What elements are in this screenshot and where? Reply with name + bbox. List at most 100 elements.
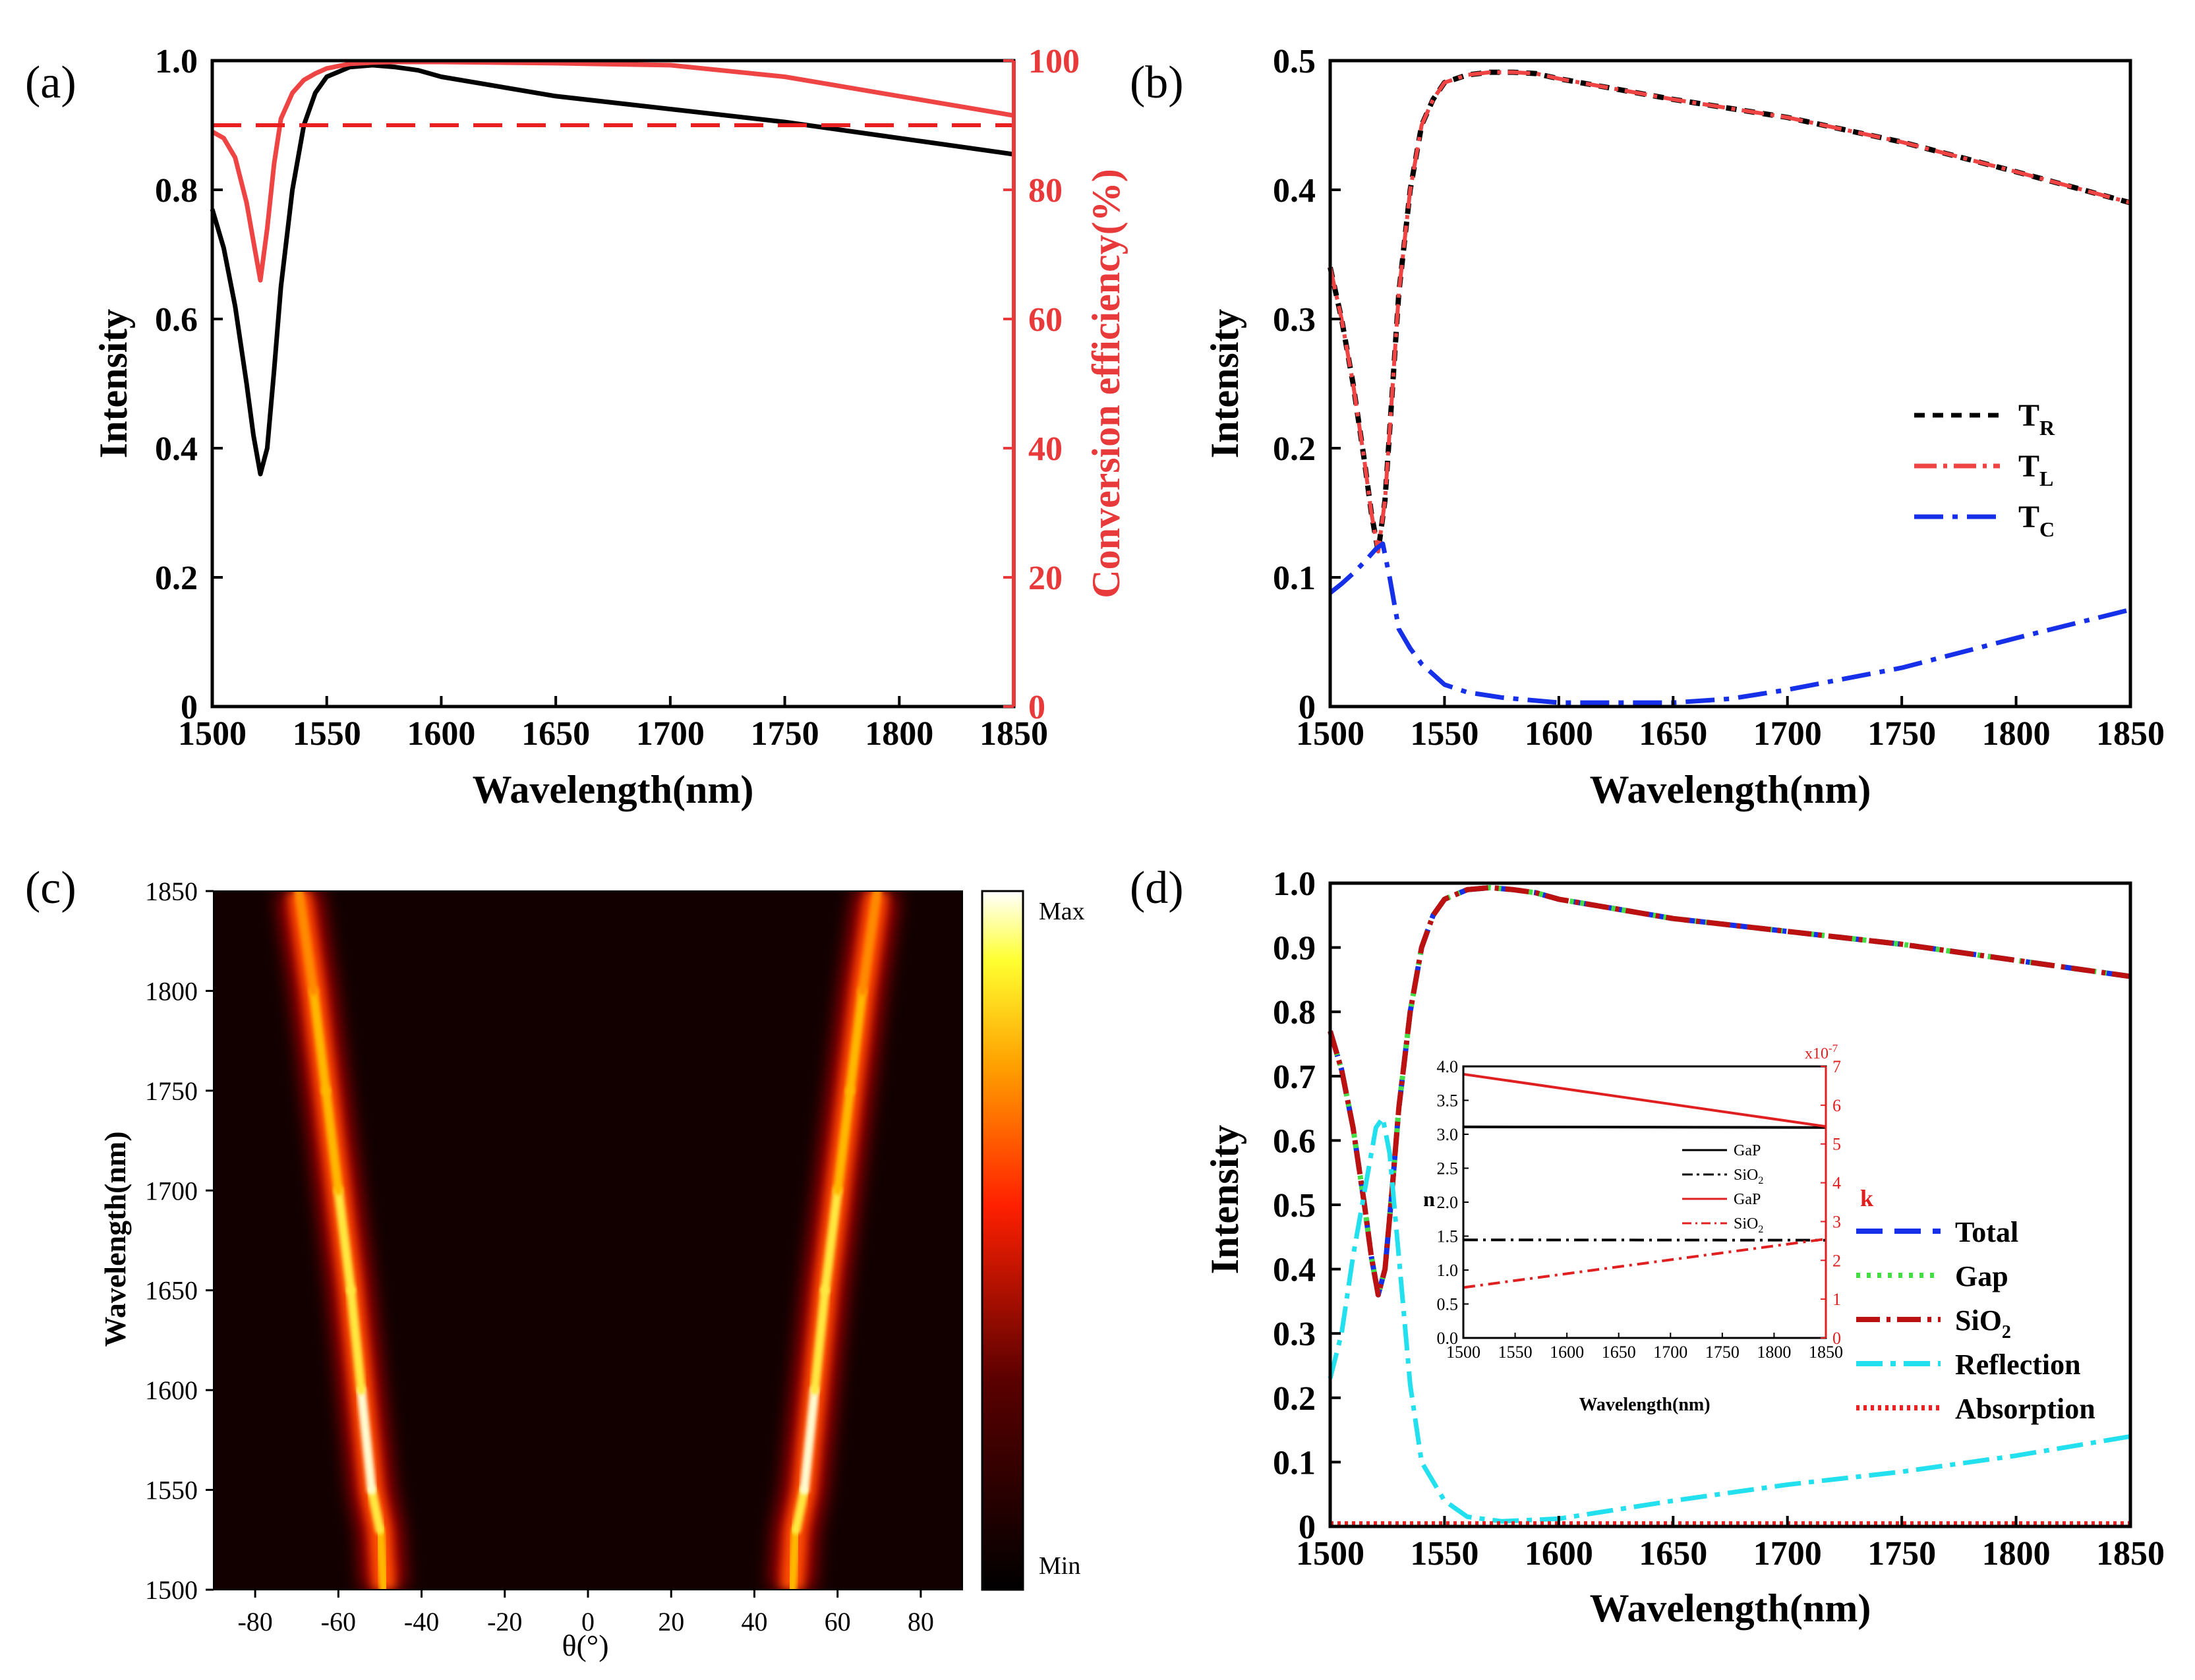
- inset-ylabel: n: [1423, 1187, 1435, 1211]
- inset-y2-multiplier: x10-7: [1805, 1042, 1838, 1062]
- panel-a-xlabel: Wavelength(nm): [473, 768, 754, 811]
- panel-a-ytick-label: 0.2: [155, 560, 198, 597]
- panel-c-xtick-label: 0: [581, 1607, 595, 1637]
- panel-b-xtick-label: 1750: [1867, 715, 1936, 753]
- panel-b-ytick-label: 0.4: [1273, 172, 1316, 210]
- panel-c-ytick-label: 1500: [145, 1575, 198, 1605]
- heatmap-band-core: [308, 986, 331, 1095]
- panel-b-legend-sub-tl: L: [2039, 467, 2053, 490]
- panel-c-ytick-label: 1600: [145, 1376, 198, 1405]
- panel-b-legend-label-tl: TL: [2018, 449, 2053, 490]
- panel-b-ylabel: Intensity: [1203, 309, 1246, 459]
- inset-xtick-label: 1700: [1653, 1343, 1687, 1362]
- inset-xtick-label: 1600: [1550, 1343, 1584, 1362]
- panel-c-xtick-label: 80: [908, 1607, 934, 1637]
- heatmap-band-core: [820, 1186, 842, 1295]
- inset-ytick-label: 3.0: [1437, 1125, 1459, 1144]
- heatmap-band-core: [833, 1086, 855, 1196]
- panel-d-ytick-label: 0: [1299, 1509, 1316, 1546]
- inset-ytick-label: 2.5: [1437, 1159, 1459, 1178]
- panel-a-ytick-label: 0: [181, 689, 198, 726]
- panel-d-legend-label-reflection: Reflection: [1955, 1348, 2081, 1381]
- panel-b-series-tl: [1328, 70, 2131, 554]
- panel-a-series-conversion-efficiency: [211, 59, 1014, 283]
- inset-y2tick-label: 3: [1832, 1212, 1841, 1231]
- panel-d-xtick-label: 1650: [1639, 1535, 1707, 1573]
- panel-c-ytick-label: 1750: [145, 1076, 198, 1106]
- panel-b-legend-label-tc: TC: [2018, 500, 2055, 541]
- inset-y2tick-label: 6: [1832, 1096, 1841, 1115]
- colorbar: [981, 890, 1024, 1591]
- panel-b-xtick-label: 1800: [1982, 715, 2051, 753]
- heatmap-band-core: [334, 1186, 356, 1295]
- panel-c-xtick-label: 40: [741, 1607, 767, 1637]
- panel-d-ytick-label: 0.3: [1273, 1316, 1316, 1353]
- panel-d-legend-label-gap: Gap: [1955, 1260, 2008, 1292]
- panel-d-legend-label-total: Total: [1955, 1216, 2018, 1248]
- inset-ytick-label: 0.0: [1437, 1329, 1459, 1348]
- inset-y2tick-label: 2: [1832, 1251, 1841, 1270]
- panel-a-y2tick-label: 20: [1028, 560, 1063, 597]
- panel-d-xtick-label: 1550: [1410, 1535, 1478, 1573]
- panel-c: (c) -80 -60 -40 -20 0 20 40 60 80 1500 1550 1600 165…: [25, 863, 1085, 1662]
- panel-b-ytick-label: 0: [1299, 689, 1316, 726]
- inset-y2tick-label: 7: [1832, 1057, 1841, 1076]
- panel-b-legend-sub-tc: C: [2039, 517, 2055, 541]
- panel-a-y2tick-label: 40: [1028, 430, 1063, 468]
- panel-d-legend-label-absorption: Absorption: [1955, 1393, 2095, 1425]
- panel-b-series-tr: [1328, 69, 2132, 554]
- inset-legend-label-gap-n: GaP: [1734, 1142, 1761, 1159]
- panel-d-ytick-label: 0.7: [1273, 1058, 1316, 1096]
- panel-d-xlabel: Wavelength(nm): [1590, 1586, 1871, 1630]
- inset-background: [1463, 1066, 1826, 1338]
- heatmap-band-core: [800, 1385, 819, 1495]
- panel-a-y2tick-label: 0: [1028, 689, 1045, 726]
- panel-a-ylabel: Intensity: [92, 309, 135, 459]
- panel-c-heatmap: [278, 891, 898, 1590]
- panel-d-xtick-label: 1800: [1982, 1535, 2051, 1573]
- panel-d-ytick-label: 0.5: [1273, 1187, 1316, 1225]
- panel-d-xtick-label: 1500: [1296, 1535, 1364, 1573]
- panel-d-ylabel: Intensity: [1203, 1125, 1246, 1275]
- panel-c-xtick-label: -80: [237, 1607, 272, 1637]
- panel-d-xtick-label: 1850: [2096, 1535, 2165, 1573]
- panel-b-xtick-label: 1700: [1753, 715, 1822, 753]
- panel-b-xtick-label: 1550: [1410, 715, 1478, 753]
- panel-d: (d) 1500 1550 1600 1650 1700 1750 1800 185000.1…: [1130, 863, 2165, 1630]
- inset-series-gap-k: [1463, 1072, 1827, 1128]
- panel-b-ytick-label: 0.1: [1273, 560, 1316, 597]
- panel-a-y2tick-label: 100: [1028, 43, 1080, 80]
- panel-a-xtick-label: 1800: [865, 715, 933, 753]
- inset-xtick-label: 1550: [1498, 1343, 1533, 1362]
- panel-b-xtick-label: 1850: [2096, 715, 2165, 753]
- panel-a-ticks: 1500 1550 1600 1650 1700 1750 1800 185000.20.40…: [155, 43, 1080, 753]
- panel-d-ticks: 1500 1550 1600 1650 1700 1750 1800 185000.10.20…: [1273, 865, 2165, 1573]
- inset-ytick-label: 1.5: [1437, 1227, 1459, 1246]
- panel-b-legend-label-tr: TR: [2018, 398, 2055, 440]
- heatmap-band-core: [858, 891, 882, 996]
- panel-a-xtick-label: 1850: [980, 715, 1048, 753]
- panel-b-xtick-label: 1500: [1296, 715, 1364, 753]
- panel-d-ytick-label: 0.6: [1273, 1122, 1316, 1160]
- panel-a-ytick-label: 0.4: [155, 430, 198, 468]
- panel-d-ytick-label: 0.8: [1273, 994, 1316, 1031]
- panel-a-xtick-label: 1650: [521, 715, 590, 753]
- panel-c-xtick-label: 20: [658, 1607, 684, 1637]
- inset-ytick-label: 1.0: [1437, 1261, 1459, 1280]
- panel-d-legend-label-sio2: SiO2: [1955, 1304, 2011, 1343]
- inset-xtick-label: 1500: [1446, 1343, 1480, 1362]
- panel-a-xtick-label: 1750: [751, 715, 819, 753]
- panel-c-ytick-label: 1700: [145, 1176, 198, 1205]
- panel-c-ytick-label: 1800: [145, 976, 198, 1006]
- inset-ytick-label: 0.5: [1437, 1295, 1459, 1314]
- panel-c-ytick-label: 1850: [145, 877, 198, 906]
- panel-a-y2label: Conversion efficiency(%): [1084, 169, 1128, 598]
- panel-a-y2tick-label: 60: [1028, 301, 1063, 339]
- inset-y2tick-label: 1: [1832, 1290, 1841, 1309]
- inset-series-sio2-k: [1463, 1237, 1827, 1289]
- heatmap-band-core: [845, 986, 867, 1095]
- inset-y2label: k: [1860, 1185, 1873, 1211]
- panel-c-ytick-label: 1550: [145, 1476, 198, 1505]
- panel-a-ytick-label: 0.6: [155, 301, 198, 339]
